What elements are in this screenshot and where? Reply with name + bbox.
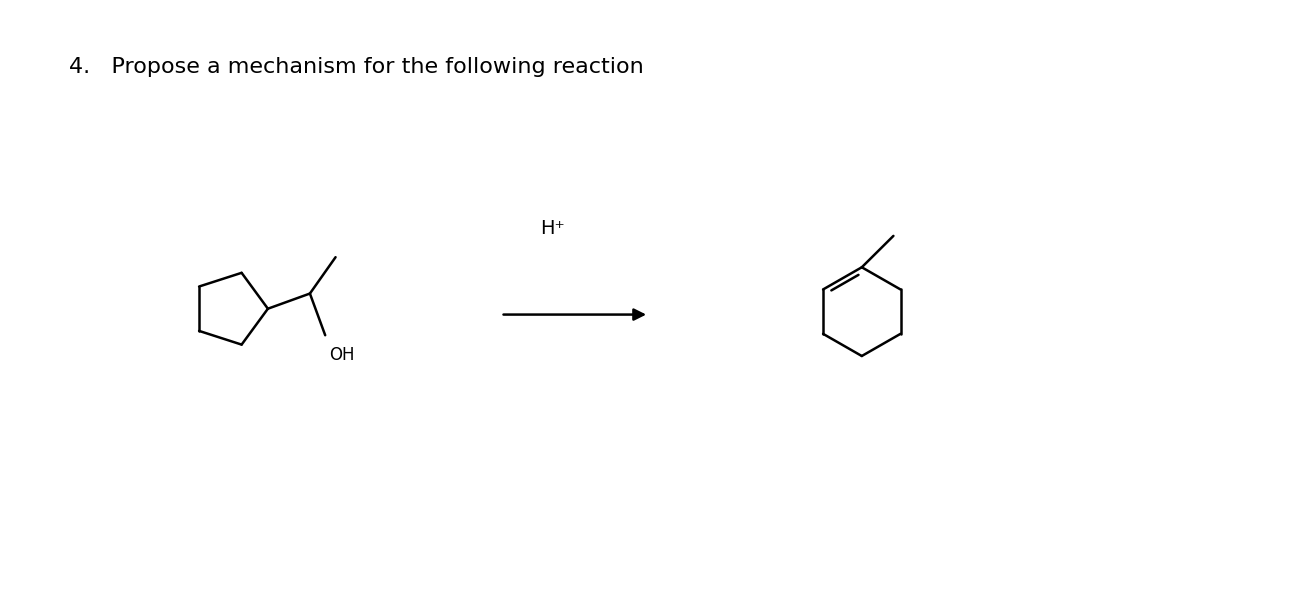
Text: 4.   Propose a mechanism for the following reaction: 4. Propose a mechanism for the following… [69, 57, 644, 77]
Text: H⁺: H⁺ [540, 219, 565, 238]
Text: OH: OH [330, 346, 354, 364]
